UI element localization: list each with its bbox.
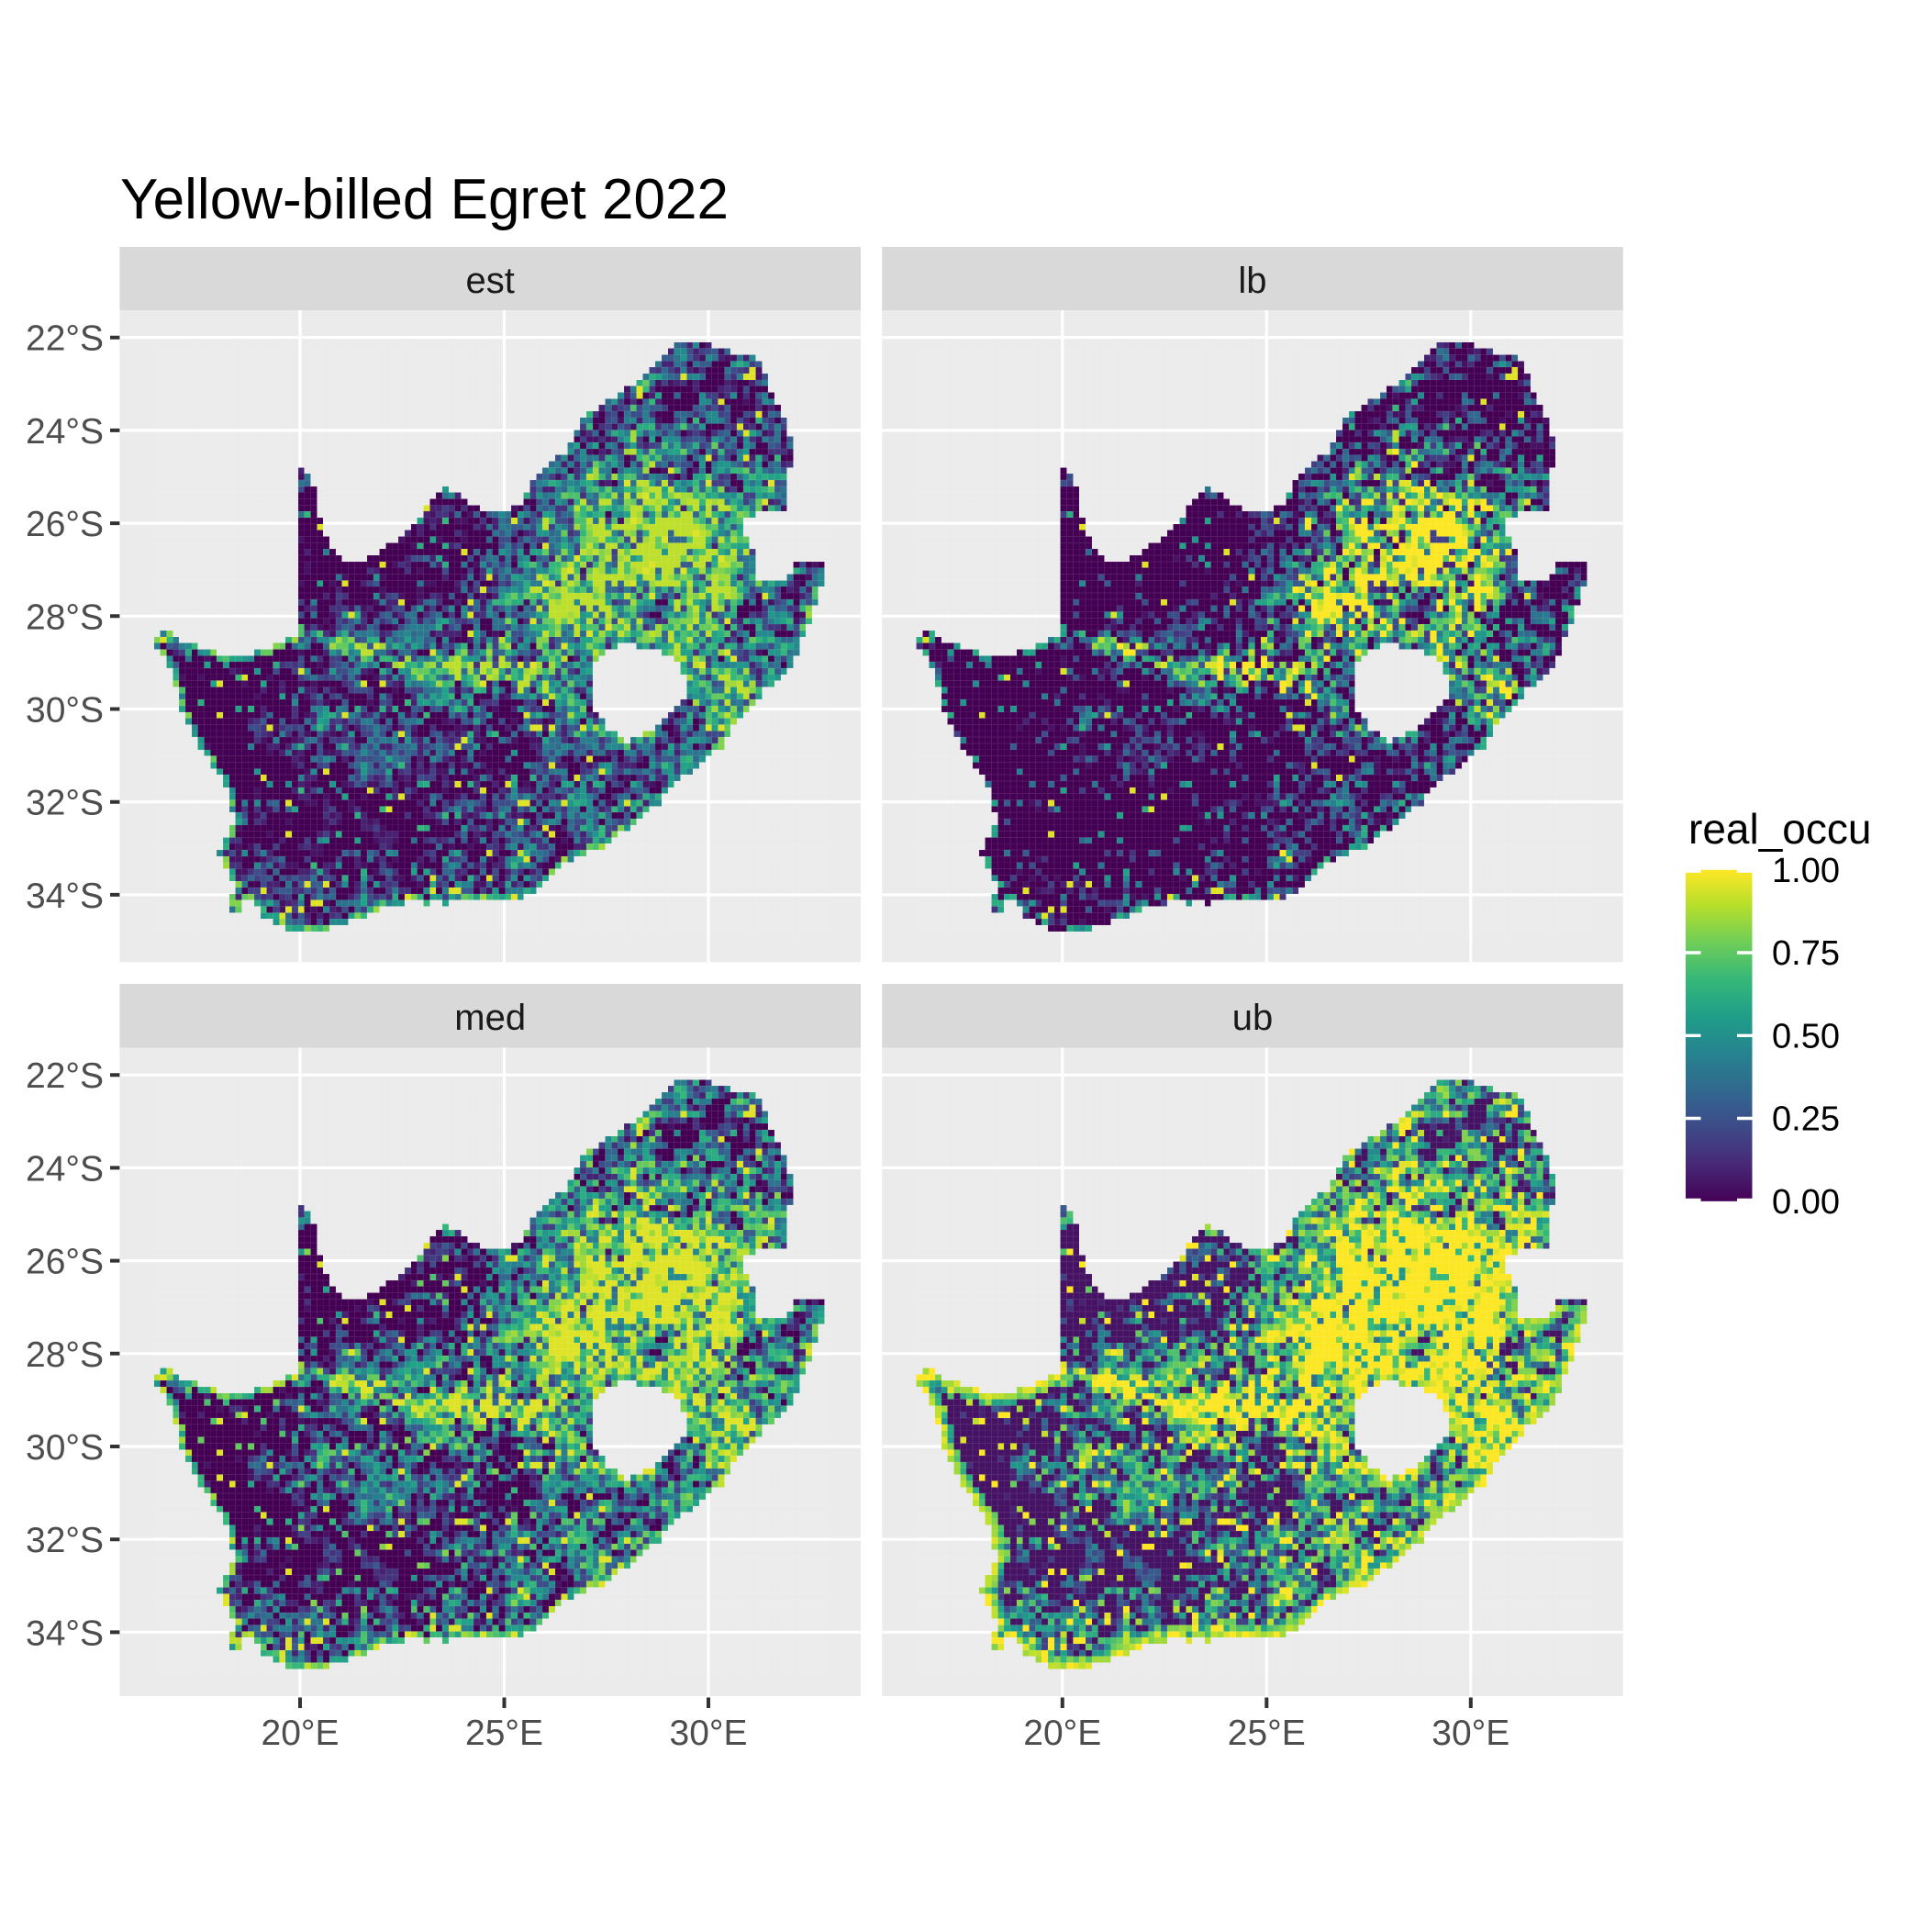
- svg-text:Yellow-billed Egret 2022: Yellow-billed Egret 2022: [120, 168, 729, 231]
- svg-text:30°E: 30°E: [670, 1714, 748, 1753]
- svg-text:0.50: 0.50: [1772, 1017, 1840, 1055]
- svg-text:28°S: 28°S: [26, 1335, 104, 1375]
- svg-text:25°E: 25°E: [465, 1714, 543, 1753]
- svg-text:26°S: 26°S: [26, 505, 104, 544]
- svg-text:28°S: 28°S: [26, 597, 104, 637]
- svg-text:0.25: 0.25: [1772, 1100, 1840, 1139]
- svg-text:30°S: 30°S: [26, 691, 104, 731]
- svg-text:34°S: 34°S: [26, 877, 104, 916]
- svg-text:1.00: 1.00: [1772, 852, 1840, 890]
- svg-text:32°S: 32°S: [26, 1521, 104, 1560]
- svg-text:0.75: 0.75: [1772, 934, 1840, 973]
- svg-text:30°E: 30°E: [1431, 1714, 1509, 1753]
- svg-text:0.00: 0.00: [1772, 1183, 1840, 1222]
- svg-text:34°S: 34°S: [26, 1614, 104, 1653]
- svg-text:30°S: 30°S: [26, 1428, 104, 1468]
- svg-text:20°E: 20°E: [1023, 1714, 1101, 1753]
- svg-text:ub: ub: [1232, 998, 1274, 1038]
- svg-text:24°S: 24°S: [26, 412, 104, 452]
- svg-text:25°E: 25°E: [1228, 1714, 1306, 1753]
- svg-text:22°S: 22°S: [26, 319, 104, 359]
- svg-text:lb: lb: [1238, 261, 1266, 301]
- svg-text:26°S: 26°S: [26, 1243, 104, 1282]
- svg-text:real_occu: real_occu: [1688, 805, 1871, 853]
- svg-text:24°S: 24°S: [26, 1149, 104, 1189]
- svg-text:32°S: 32°S: [26, 784, 104, 823]
- svg-text:est: est: [466, 261, 515, 301]
- svg-text:20°E: 20°E: [262, 1714, 340, 1753]
- svg-text:med: med: [454, 998, 526, 1038]
- svg-text:22°S: 22°S: [26, 1056, 104, 1096]
